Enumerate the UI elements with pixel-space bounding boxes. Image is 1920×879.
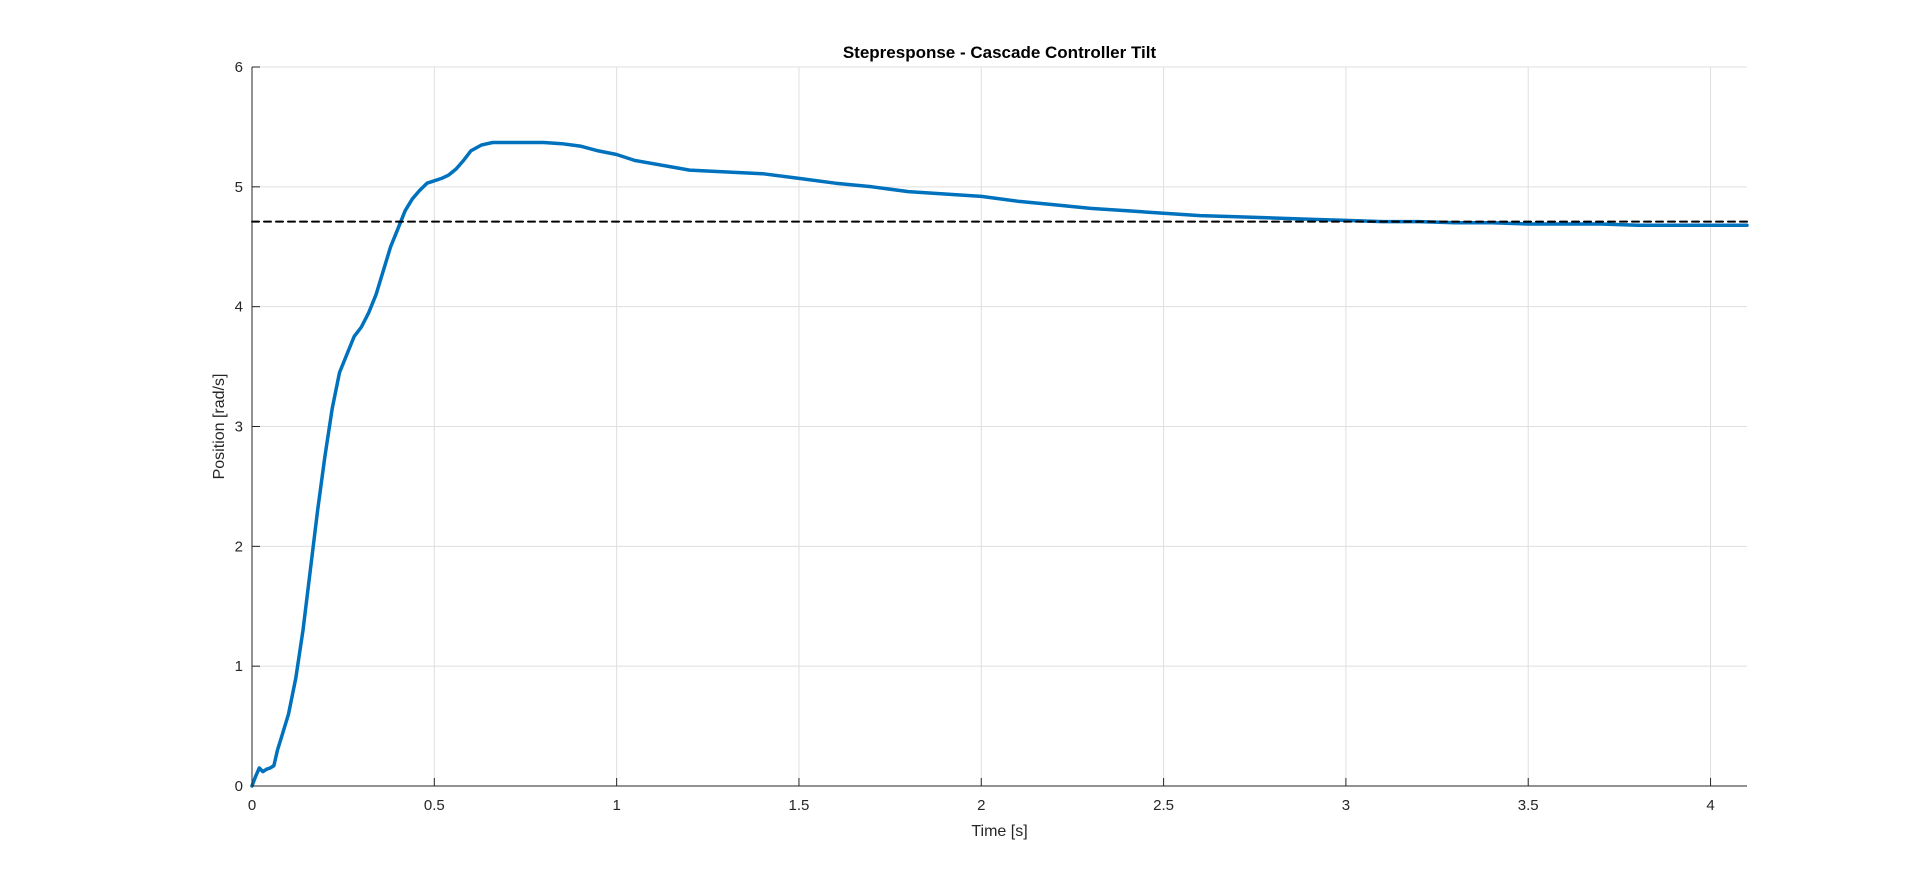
y-tick-label-1: 1 [235, 658, 243, 675]
x-axis-label: Time [s] [971, 823, 1027, 840]
x-tick-label-7: 3.5 [1518, 797, 1539, 814]
x-tick-label-8: 4 [1706, 797, 1714, 814]
y-tick-label-3: 3 [235, 419, 243, 436]
y-tick-label-2: 2 [235, 538, 243, 555]
x-tick-label-5: 2.5 [1153, 797, 1174, 814]
x-tick-label-0: 0 [248, 797, 256, 814]
y-axis-label: Position [rad/s] [211, 374, 228, 480]
series-layer [250, 140, 1749, 788]
response-line [250, 140, 1749, 788]
y-tick-labels: 0 1 2 3 4 5 6 [235, 59, 243, 795]
y-tick-label-6: 6 [235, 59, 243, 76]
y-tick-label-0: 0 [235, 778, 243, 795]
x-tick-label-4: 2 [977, 797, 985, 814]
y-tick-label-5: 5 [235, 179, 243, 196]
x-tick-label-1: 0.5 [424, 797, 445, 814]
chart-title: Stepresponse - Cascade Controller Tilt [843, 43, 1157, 62]
grid [252, 66, 1747, 786]
x-tick-label-6: 3 [1342, 797, 1350, 814]
x-tick-label-2: 1 [612, 797, 620, 814]
x-tick-labels: 0 0.5 1 1.5 2 2.5 3 3.5 4 [248, 797, 1715, 814]
y-tick-label-4: 4 [235, 299, 243, 316]
axes [251, 66, 1747, 787]
x-tick-label-3: 1.5 [789, 797, 810, 814]
